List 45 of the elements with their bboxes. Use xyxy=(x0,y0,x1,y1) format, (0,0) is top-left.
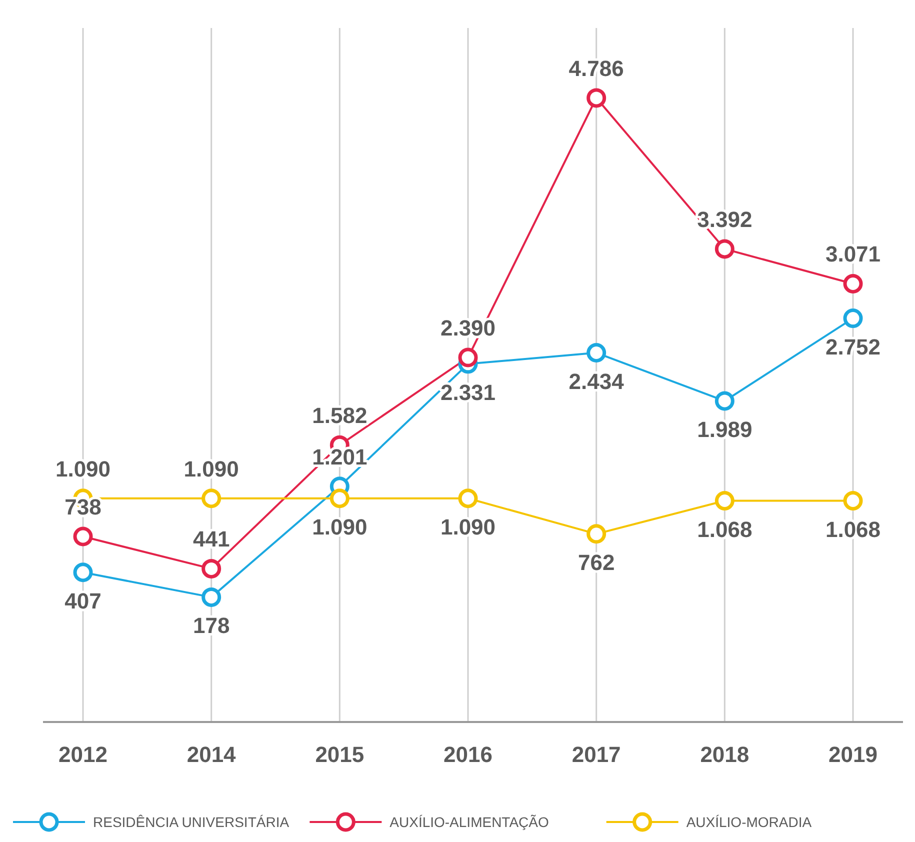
x-tick-label: 2019 xyxy=(828,742,878,767)
data-label: 2.331 xyxy=(440,380,496,405)
x-tick-label: 2018 xyxy=(700,742,750,767)
data-label: 407 xyxy=(64,588,102,614)
data-label: 1.090 xyxy=(312,514,368,540)
legend-label: AUXÍLIO-MORADIA xyxy=(686,814,812,830)
data-label: 1.068 xyxy=(697,516,752,542)
point xyxy=(843,308,863,328)
x-tick-label: 2017 xyxy=(572,742,621,767)
point xyxy=(202,488,222,508)
data-label: 2.434 xyxy=(568,368,625,394)
point xyxy=(458,348,478,368)
point xyxy=(714,239,734,259)
point xyxy=(458,488,478,508)
data-label: 738 xyxy=(64,494,102,520)
data-label: 4.786 xyxy=(568,56,624,81)
legend-label: AUXÍLIO-ALIMENTAÇÃO xyxy=(390,814,549,830)
point xyxy=(586,343,606,363)
data-label: 1.090 xyxy=(184,456,239,482)
point xyxy=(330,488,350,508)
x-tick-label: 2012 xyxy=(58,742,108,767)
data-label: 762 xyxy=(578,550,615,575)
data-label: 1.989 xyxy=(697,416,752,442)
point xyxy=(202,558,222,578)
point xyxy=(586,88,606,108)
data-label: 1.090 xyxy=(55,456,111,482)
data-label: 1.582 xyxy=(312,403,368,428)
point xyxy=(714,391,734,411)
point xyxy=(586,524,606,544)
data-label: 1.068 xyxy=(825,516,881,542)
x-tick-label: 2014 xyxy=(186,742,237,767)
point xyxy=(73,526,93,546)
point xyxy=(843,491,863,511)
point xyxy=(714,491,734,511)
data-label: 441 xyxy=(192,526,230,552)
data-label: 1.090 xyxy=(440,514,496,540)
x-tick-label: 2016 xyxy=(444,742,492,767)
point xyxy=(202,587,222,607)
legend-label: RESIDÊNCIA UNIVERSITÁRIA xyxy=(93,814,290,830)
data-label: 2.752 xyxy=(825,334,881,360)
x-tick-label: 2015 xyxy=(315,742,364,767)
data-label: 3.071 xyxy=(825,242,881,267)
point xyxy=(73,562,93,582)
data-label: 178 xyxy=(192,613,230,638)
point xyxy=(843,274,863,294)
